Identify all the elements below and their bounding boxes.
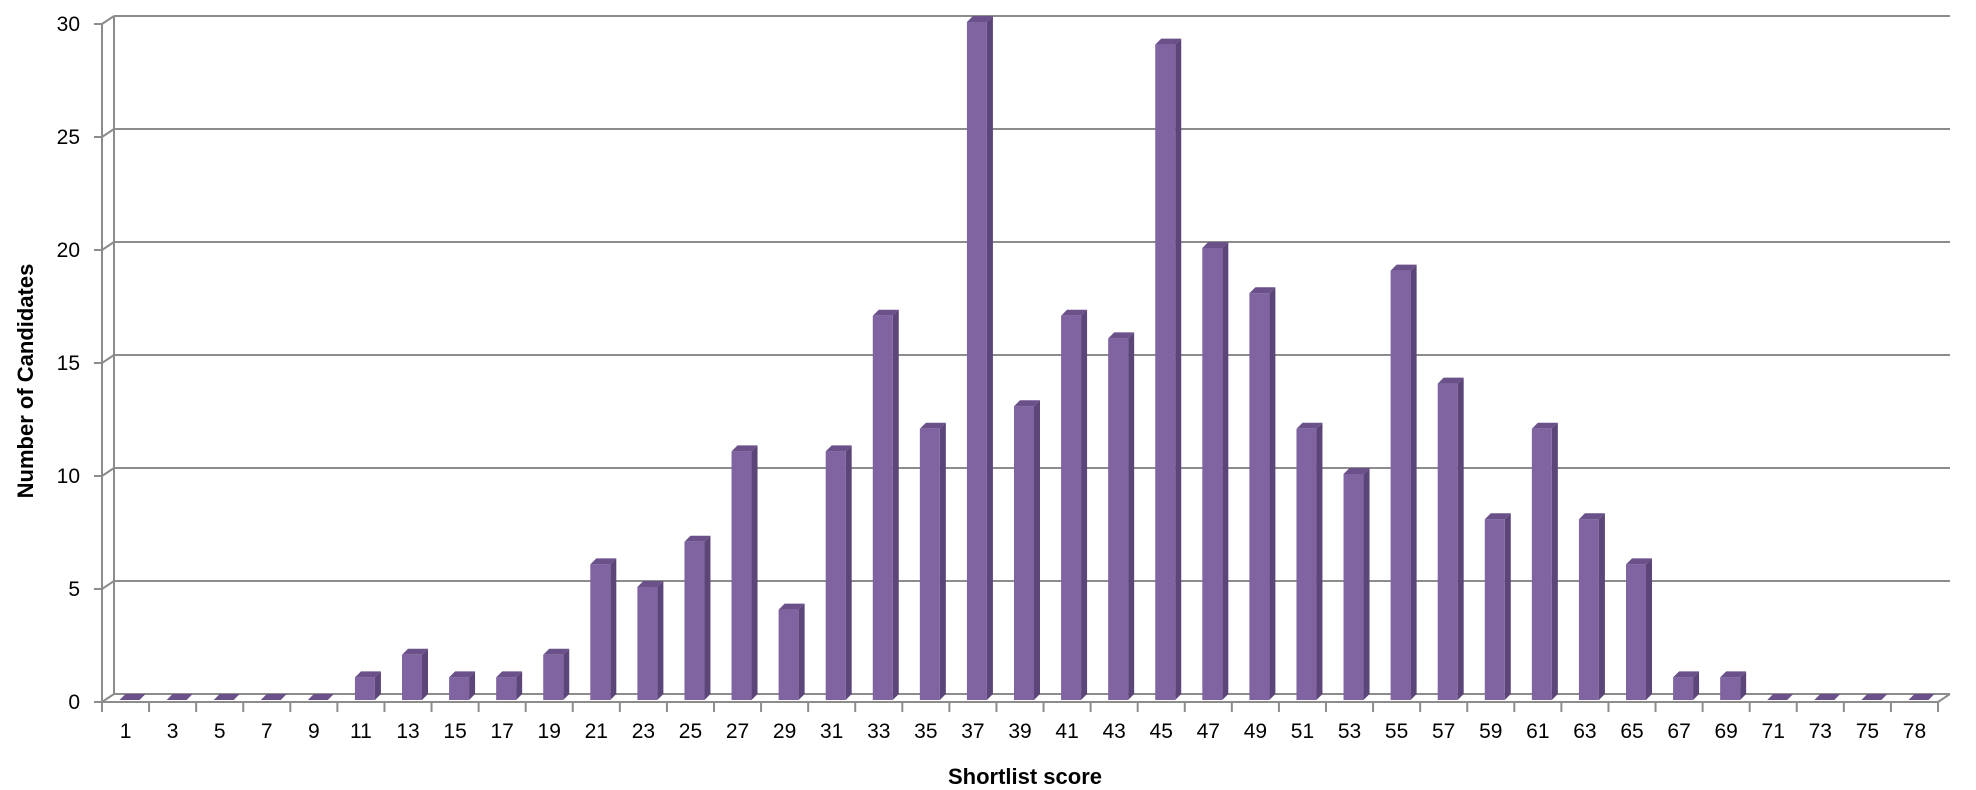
x-tick-label: 45 (1150, 720, 1173, 743)
x-tick-label: 39 (1008, 720, 1031, 743)
grid-line (94, 241, 1950, 251)
x-tick-label: 65 (1620, 720, 1643, 743)
bar (496, 671, 523, 700)
x-tick-label: 11 (350, 720, 372, 743)
bar (825, 445, 852, 700)
bar (684, 535, 711, 700)
x-tick-label: 57 (1432, 720, 1455, 743)
x-tick-label: 43 (1102, 720, 1125, 743)
y-tick-label: 5 (68, 578, 80, 601)
grid-line (94, 128, 1950, 138)
bar (1720, 671, 1747, 700)
bar (1578, 513, 1605, 700)
x-tick-label: 29 (773, 720, 796, 743)
bar (1437, 377, 1464, 700)
x-tick-label: 49 (1244, 720, 1267, 743)
bar (966, 16, 993, 700)
bar (260, 694, 287, 700)
x-tick-label: 47 (1197, 720, 1220, 743)
bar (1767, 694, 1794, 700)
x-tick-label: 73 (1809, 720, 1832, 743)
axes (101, 16, 1951, 712)
bar (1908, 694, 1935, 700)
x-tick-label: 19 (538, 720, 561, 743)
x-tick-label: 27 (726, 720, 749, 743)
x-tick-label: 5 (214, 720, 226, 743)
bar (1155, 38, 1182, 701)
bar (166, 694, 193, 700)
x-tick-label: 17 (490, 720, 513, 743)
bar (637, 581, 664, 700)
y-tick-label: 25 (57, 126, 80, 149)
y-tick-label: 15 (57, 352, 80, 375)
bar (1673, 671, 1700, 700)
x-tick-label: 71 (1762, 720, 1785, 743)
y-tick-label: 10 (57, 465, 80, 488)
y-tick-labels: 0 5 10 15 20 25 30 (57, 13, 80, 714)
bars (119, 16, 1935, 701)
x-tick-label: 23 (632, 720, 655, 743)
x-tick-label: 55 (1385, 720, 1408, 743)
bar (1861, 694, 1888, 700)
y-tick-label: 0 (68, 691, 80, 714)
x-tick-label: 78 (1903, 720, 1926, 743)
x-tick-label: 1 (120, 720, 132, 743)
x-tick-label: 63 (1573, 720, 1596, 743)
bar (1202, 242, 1229, 700)
grid-line (94, 354, 1950, 364)
grid-line (94, 15, 1950, 25)
x-tick-label: 3 (167, 720, 179, 743)
x-tick-label: 75 (1856, 720, 1879, 743)
x-axis-title: Shortlist score (948, 764, 1102, 789)
bar (1249, 287, 1276, 700)
bar (1484, 513, 1511, 700)
x-tick-label: 31 (820, 720, 843, 743)
bar (307, 694, 334, 700)
bar (1626, 558, 1652, 700)
x-tick-label: 67 (1667, 720, 1690, 743)
x-tick-label: 59 (1479, 720, 1502, 743)
bar (919, 422, 946, 700)
x-tick-label: 21 (585, 720, 608, 743)
y-tick-label: 20 (57, 239, 80, 262)
bar (543, 648, 570, 700)
x-tick-labels: 1 3 5 7 9 11 13 15 17 19 21 23 25 27 29 31 33 35 37 39 41 43 4… (120, 720, 1926, 743)
x-tick-label: 13 (396, 720, 419, 743)
bar (119, 694, 146, 700)
bar (213, 694, 240, 700)
bar (1343, 468, 1370, 700)
bar (872, 309, 899, 700)
x-tick-label: 9 (308, 720, 320, 743)
bar (1390, 264, 1417, 700)
bar (590, 558, 617, 700)
bar (1296, 422, 1323, 700)
x-tick-label: 51 (1291, 720, 1314, 743)
x-tick-label: 15 (443, 720, 466, 743)
bar (354, 671, 381, 700)
x-tick-label: 41 (1055, 720, 1078, 743)
x-tick-label: 69 (1714, 720, 1737, 743)
x-tick-label: 37 (961, 720, 984, 743)
y-tick-label: 30 (57, 13, 80, 36)
bar (731, 445, 758, 700)
x-tick-label: 33 (867, 720, 890, 743)
bar (1814, 694, 1841, 700)
bar (1061, 309, 1088, 700)
bar (1108, 332, 1135, 700)
x-tick-label: 61 (1526, 720, 1549, 743)
bar (402, 648, 428, 700)
bar (778, 603, 805, 700)
bar (1531, 422, 1558, 700)
bar (1014, 400, 1040, 700)
bar (449, 671, 476, 700)
y-axis-title: Number of Candidates (13, 264, 38, 499)
x-tick-label: 53 (1338, 720, 1361, 743)
x-tick-label: 25 (679, 720, 702, 743)
x-tick-label: 7 (261, 720, 273, 743)
x-tick-label: 35 (914, 720, 937, 743)
